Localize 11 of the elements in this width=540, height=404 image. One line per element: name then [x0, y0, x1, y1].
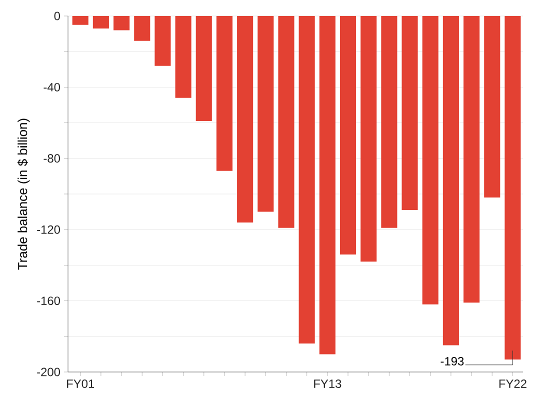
annotation: -193 [440, 357, 464, 366]
x-tick-label: FY22 [499, 380, 526, 388]
y-tick-label: -200 [37, 368, 60, 376]
y-tick-label: -120 [37, 225, 60, 234]
x-tick-label: FY13 [314, 380, 342, 388]
y-tick-label: -80 [44, 154, 60, 163]
x-tick-label: FY01 [67, 380, 94, 388]
y-axis-title: Trade balance (in $ billion) [17, 118, 30, 270]
y-tick-label: -160 [37, 296, 60, 306]
y-tick-label: -40 [44, 82, 60, 92]
y-tick-label: 0 [54, 12, 60, 20]
